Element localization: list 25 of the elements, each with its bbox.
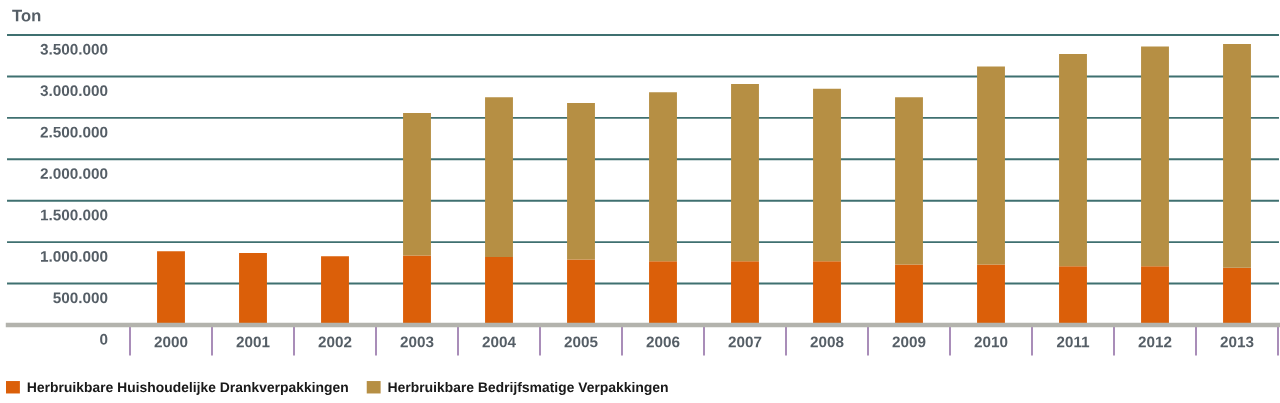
- x-tick-label: 2006: [646, 336, 680, 348]
- y-tick-label: 3.000.000: [40, 85, 108, 97]
- x-tick-label: 2007: [728, 336, 762, 348]
- y-tick-label: 500.000: [53, 292, 108, 304]
- x-tick-label: 2002: [318, 336, 352, 348]
- legend-label: Herbruikbare Bedrijfsmatige Verpakkingen: [388, 381, 668, 395]
- x-tick-label: 2004: [482, 336, 516, 348]
- y-tick-label: 2.500.000: [40, 126, 108, 138]
- x-tick-label: 2003: [400, 336, 434, 348]
- x-tick-label: 2005: [564, 336, 598, 348]
- x-tick-label: 2009: [892, 336, 926, 348]
- legend-label: Herbruikbare Huishoudelijke Drankverpakkingen: [27, 381, 348, 395]
- x-tick-label: 2001: [236, 336, 270, 348]
- x-tick-label: 2008: [810, 336, 844, 348]
- y-tick-label: 2.000.000: [40, 168, 108, 179]
- y-tick-label: 0: [100, 333, 108, 345]
- x-tick-label: 2012: [1138, 336, 1172, 348]
- y-tick-label: 3.500.000: [40, 43, 108, 55]
- x-tick-label: 2013: [1220, 336, 1254, 348]
- x-tick-label: 2000: [154, 336, 188, 348]
- x-tick-label: 2011: [1056, 336, 1090, 348]
- y-tick-label: 1.500.000: [41, 209, 108, 221]
- y-axis-title: Ton: [12, 9, 41, 22]
- y-tick-label: 1.000.000: [41, 251, 108, 262]
- x-tick-label: 2010: [974, 336, 1008, 348]
